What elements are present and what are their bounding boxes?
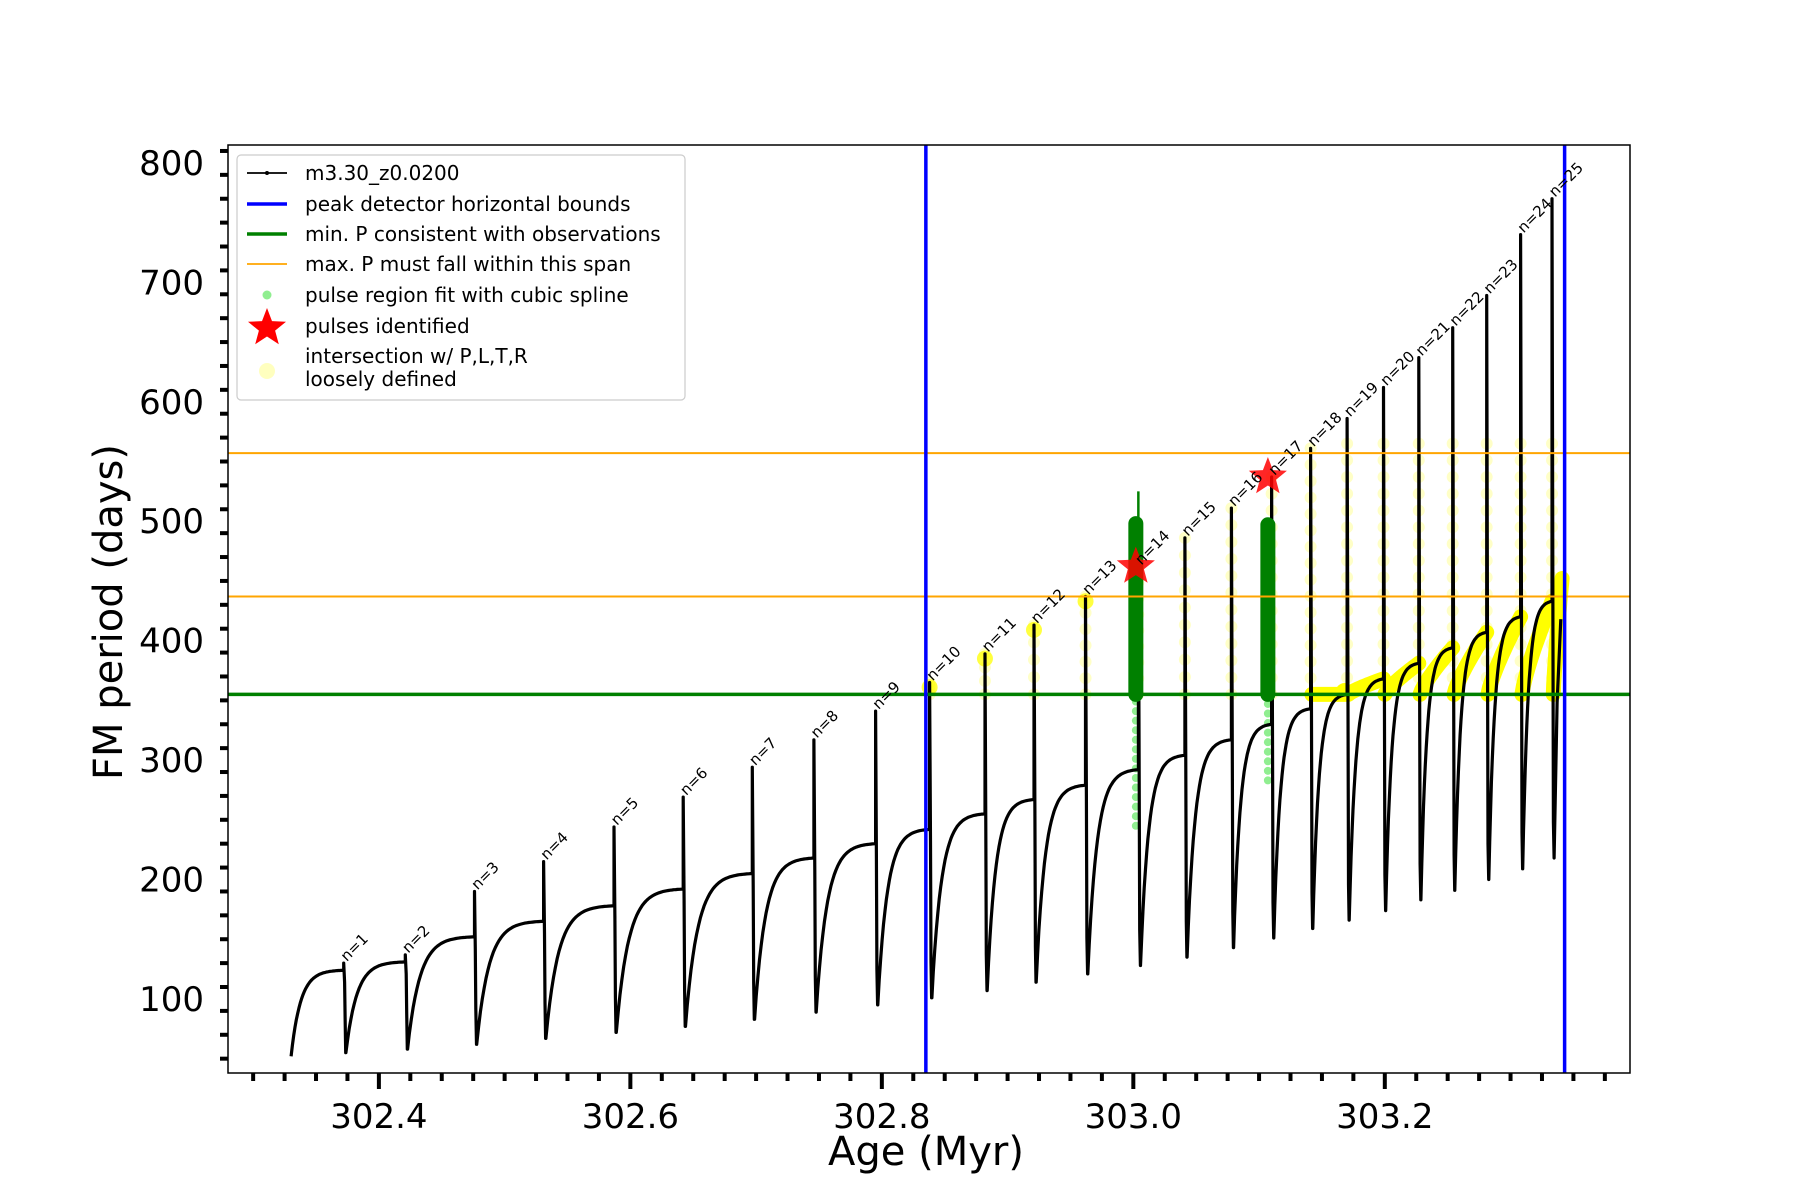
legend-item-bounds: peak detector horizontal bounds xyxy=(247,192,631,216)
pulse-identified-star-1 xyxy=(1116,546,1155,583)
spline-fit-point xyxy=(1263,747,1272,756)
x-tick-label: 303.2 xyxy=(1336,1097,1433,1137)
y-tick-label: 600 xyxy=(139,383,204,423)
spline-fit-point xyxy=(1263,699,1272,708)
legend-item-track: m3.30_z0.0200 xyxy=(247,161,460,185)
legend-item-spline_fit: pulse region fit with cubic spline xyxy=(262,283,629,307)
legend-label-max_period_span: max. P must fall within this span xyxy=(305,252,631,276)
pulse-identified-star-2 xyxy=(1248,457,1287,494)
x-tick-label: 302.6 xyxy=(582,1097,679,1137)
legend-handle-intersection xyxy=(259,363,275,379)
y-tick-label: 800 xyxy=(139,144,204,184)
intersection-curve-n24 xyxy=(1514,593,1560,702)
intersection-curve-n22 xyxy=(1446,624,1495,702)
legend-box xyxy=(236,154,686,401)
spline-fit-point xyxy=(1263,709,1272,718)
legend-handle-spline xyxy=(262,290,272,300)
x-tick-label: 303.0 xyxy=(1085,1097,1182,1137)
data-group: n=1 n=2n=3n=4n=5n=6n=7n=8n=9n=10n=11n=12n… xyxy=(228,145,1630,1073)
legend-handle-marker xyxy=(265,171,269,175)
y-axis-label: FM period (days) xyxy=(86,444,132,780)
y-tick-label: 500 xyxy=(139,502,204,542)
legend-item-pulses: pulses identified xyxy=(248,308,470,345)
legend-label-track: m3.30_z0.0200 xyxy=(305,161,460,185)
y-tick-label: 400 xyxy=(139,622,204,662)
y-tick-label: 200 xyxy=(139,861,204,901)
legend-label-intersection: intersection w/ P,L,T,R xyxy=(305,344,528,368)
legend-item-max_period_span: max. P must fall within this span xyxy=(247,252,631,276)
spline-fit-point xyxy=(1263,757,1272,766)
y-tick-label: 100 xyxy=(139,980,204,1020)
x-tick-label: 302.4 xyxy=(330,1097,427,1137)
legend-label-min_period: min. P consistent with observations xyxy=(305,222,661,246)
plot-area: n=1 n=2n=3n=4n=5n=6n=7n=8n=9n=10n=11n=12n… xyxy=(228,145,1630,1073)
legend-label-pulses: pulses identified xyxy=(305,314,470,338)
spline-fit-point xyxy=(1263,738,1272,747)
x-axis-label: Age (Myr) xyxy=(828,1129,1024,1175)
intersection-curve-n23 xyxy=(1480,609,1529,702)
y-tick-label: 700 xyxy=(139,263,204,303)
legend-handle-star xyxy=(248,308,286,345)
legend-label-intersection-line2: loosely defined xyxy=(305,367,457,391)
legend-label-spline_fit: pulse region fit with cubic spline xyxy=(305,283,629,307)
labels: Age (Myr) FM period (days) xyxy=(86,444,1024,1175)
axes: 302.4 302.6 302.8 303.0 303.2 100 200 300 400 500… xyxy=(139,144,1631,1137)
plot-frame xyxy=(227,144,1631,1074)
spline-fit-point xyxy=(1263,776,1272,785)
spline-fit-point xyxy=(1263,766,1272,775)
spline-fit-point xyxy=(1263,728,1272,737)
x-tick-label: 302.8 xyxy=(833,1097,930,1137)
y-tick-label: 300 xyxy=(139,741,204,781)
intersection-column-n16 xyxy=(1225,502,1238,701)
track-line xyxy=(289,197,1563,1057)
legend-item-min_period: min. P consistent with observations xyxy=(247,222,661,246)
legend-label-bounds: peak detector horizontal bounds xyxy=(305,192,631,216)
intersection-curve-n25 xyxy=(1545,571,1570,702)
